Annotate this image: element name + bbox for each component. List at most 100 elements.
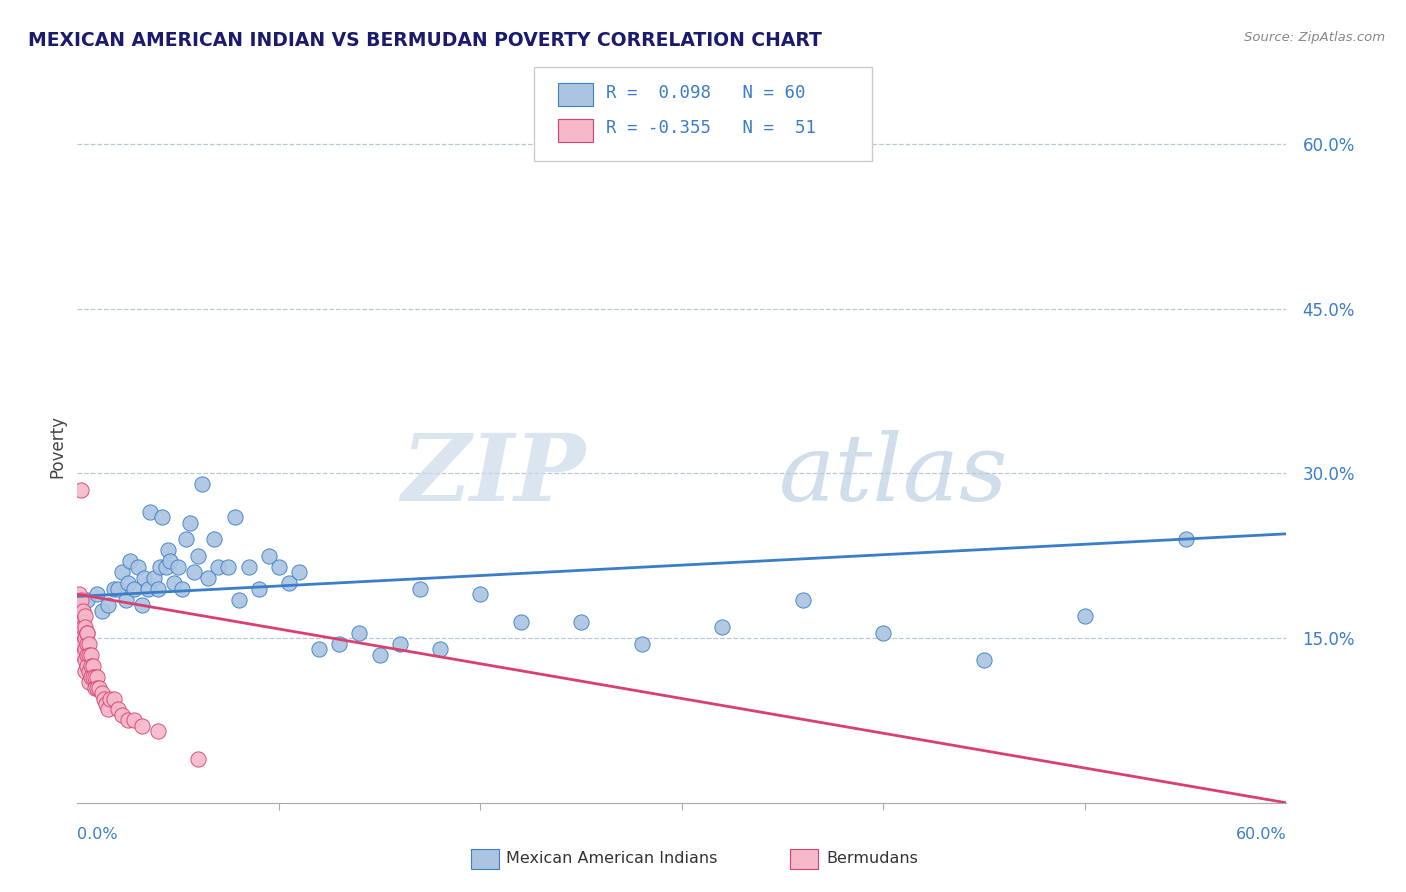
Point (132, 571, 155, 585)
Point (67, 587, 90, 601)
Point (72, 620, 94, 634)
Point (388, 637, 411, 651)
Point (149, 559, 172, 574)
Point (142, 571, 165, 585)
Point (509, 615, 531, 629)
Point (103, 582, 125, 596)
Point (70, 631, 93, 645)
Point (122, 582, 145, 596)
Point (80, 658, 103, 673)
Point (150, 510, 173, 524)
Point (75, 642, 97, 657)
Point (224, 510, 246, 524)
Point (197, 571, 219, 585)
Point (163, 576, 186, 591)
Point (72, 648, 94, 662)
Point (146, 724, 169, 739)
Text: R = -0.355   N =  51: R = -0.355 N = 51 (606, 120, 815, 137)
Point (93, 691, 115, 706)
Point (86, 669, 108, 683)
Point (409, 582, 432, 596)
Point (179, 516, 201, 530)
Point (792, 592, 814, 607)
Point (76, 658, 98, 673)
Point (111, 566, 134, 580)
Point (630, 637, 652, 651)
Point (70, 483, 93, 497)
Point (238, 559, 260, 574)
Point (470, 587, 492, 601)
Point (96, 598, 118, 612)
Point (131, 598, 153, 612)
Point (70, 609, 93, 624)
Text: atlas: atlas (779, 430, 1008, 519)
Text: ZIP: ZIP (401, 430, 585, 519)
Point (75, 609, 97, 624)
Point (218, 559, 240, 574)
Point (1174, 533, 1197, 547)
Point (76, 625, 98, 640)
Text: Source: ZipAtlas.com: Source: ZipAtlas.com (1244, 31, 1385, 45)
Point (167, 559, 190, 574)
Point (70, 592, 93, 607)
Point (872, 625, 894, 640)
Point (114, 592, 136, 607)
Point (82, 669, 104, 683)
Point (328, 637, 350, 651)
Point (278, 576, 301, 591)
Point (174, 533, 197, 547)
Point (72, 615, 94, 629)
Point (183, 566, 205, 580)
Point (187, 549, 209, 563)
Point (191, 477, 214, 491)
Point (118, 554, 141, 568)
Point (207, 559, 229, 574)
Point (86, 681, 108, 695)
Point (429, 642, 451, 657)
Point (72, 604, 94, 618)
Point (122, 714, 145, 728)
Point (103, 691, 125, 706)
Y-axis label: Poverty: Poverty (48, 415, 66, 477)
Point (146, 582, 169, 596)
Point (136, 582, 159, 596)
Point (172, 582, 194, 596)
Point (76, 592, 98, 607)
Point (368, 648, 391, 662)
Point (711, 620, 734, 634)
Text: 60.0%: 60.0% (1236, 827, 1286, 842)
Point (973, 653, 995, 667)
Point (72, 637, 94, 651)
Point (288, 566, 311, 580)
Point (202, 533, 225, 547)
Point (98, 691, 121, 706)
Point (228, 592, 250, 607)
Point (76, 648, 98, 662)
Point (107, 582, 129, 596)
Point (90, 686, 112, 700)
Point (79, 664, 101, 678)
Point (67, 615, 90, 629)
Point (86, 587, 108, 601)
Point (157, 543, 180, 558)
Point (75, 620, 97, 634)
Point (67, 604, 90, 618)
Point (117, 714, 139, 728)
Point (70, 620, 93, 634)
Point (569, 615, 592, 629)
Point (79, 637, 101, 651)
Point (80, 669, 103, 683)
Point (107, 702, 129, 716)
Point (75, 664, 97, 678)
Point (90, 604, 112, 618)
Point (257, 549, 280, 563)
Point (76, 625, 98, 640)
Text: Mexican American Indians: Mexican American Indians (506, 851, 717, 865)
Point (84, 669, 107, 683)
Text: 0.0%: 0.0% (77, 827, 118, 842)
Point (247, 582, 270, 596)
Text: Bermudans: Bermudans (827, 851, 918, 865)
Point (96, 702, 118, 716)
Point (89, 681, 111, 695)
Point (308, 642, 330, 657)
